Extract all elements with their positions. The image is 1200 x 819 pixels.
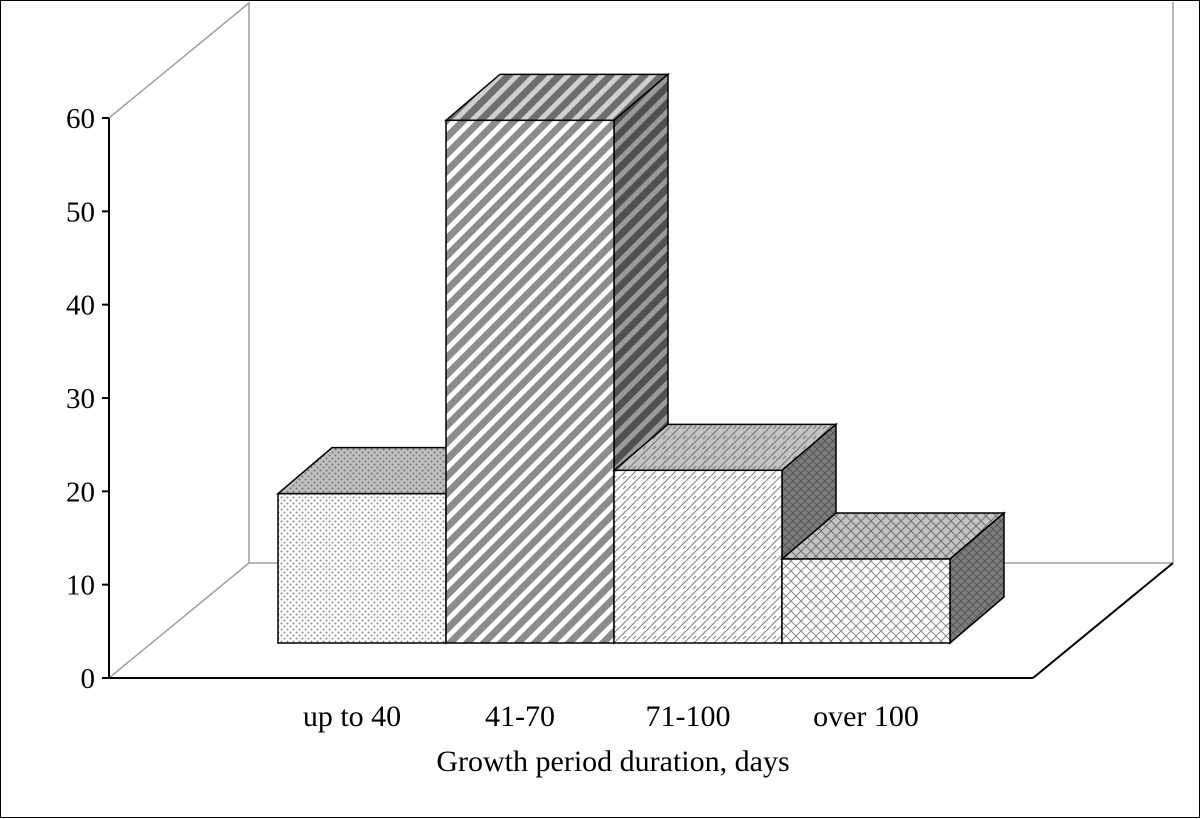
axes-group: 0 10 20 30 40 50 60 up to 40 41-70 71-100 over 100	[66, 103, 1033, 733]
bar-front-face	[781, 558, 951, 644]
y-tick-label: 60	[66, 103, 95, 135]
x-tick-label: over 100	[813, 700, 919, 733]
bars-group	[275, 72, 1007, 645]
floor-left-edge	[108, 562, 250, 679]
y-tick-label: 0	[81, 663, 96, 695]
y-tick-label: 20	[66, 476, 95, 508]
x-tick-label: 71-100	[646, 700, 731, 733]
bar-front-face	[277, 492, 447, 644]
side-wall-top-edge	[108, 2, 250, 119]
bar-4	[779, 511, 1007, 645]
bar-2	[443, 72, 671, 645]
y-tick-label: 40	[66, 290, 95, 322]
x-tick-label: 41-70	[485, 700, 555, 733]
bar-front-face	[613, 469, 783, 644]
y-tick-label: 30	[66, 383, 95, 415]
y-tick-label: 50	[66, 196, 95, 228]
floor-right-edge	[1032, 562, 1174, 679]
x-tick-label: up to 40	[303, 700, 401, 733]
x-axis-title: Growth period duration, days	[436, 745, 789, 778]
y-tick-label: 10	[66, 570, 95, 602]
bar-front-face	[445, 119, 615, 644]
